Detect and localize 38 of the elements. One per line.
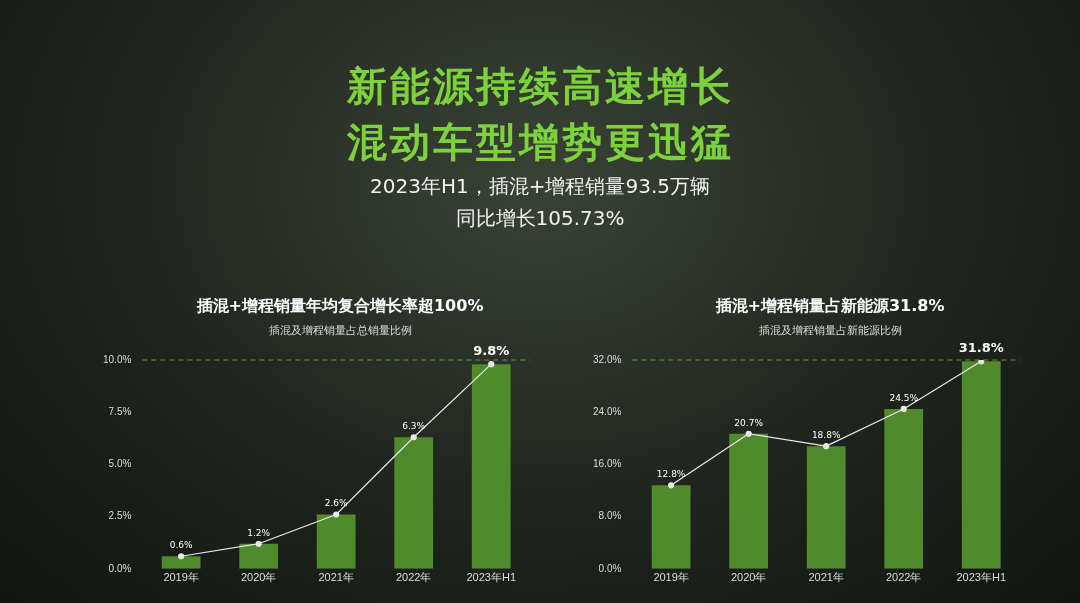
data-label: 2.6% bbox=[324, 498, 349, 509]
x-tick-label: 2021年 bbox=[808, 571, 844, 584]
y-tick-label: 0.0% bbox=[108, 562, 132, 574]
x-tick-label: 2023年H1 bbox=[466, 571, 517, 584]
data-label: 20.7% bbox=[734, 417, 764, 428]
x-tick-label: 2019年 bbox=[653, 571, 689, 584]
y-tick-label: 24.0% bbox=[593, 405, 622, 417]
x-tick-label: 2020年 bbox=[730, 571, 767, 584]
data-label: 31.8% bbox=[958, 340, 1004, 356]
x-tick-label: 2022年 bbox=[395, 571, 432, 584]
text: 同比增长105.73% bbox=[454, 205, 626, 232]
text: 新能源持续高速增长 bbox=[345, 62, 735, 111]
x-tick-label: 2023年H1 bbox=[956, 571, 1007, 584]
data-label: 18.8% bbox=[811, 429, 841, 440]
y-tick-label: 0.0% bbox=[598, 562, 622, 574]
chart-title: 插混+增程销量占新能源31.8% bbox=[714, 296, 946, 317]
y-tick-label: 7.5% bbox=[108, 405, 132, 417]
y-tick-label: 16.0% bbox=[593, 458, 622, 470]
y-tick-label: 10.0% bbox=[103, 353, 132, 365]
text: 混动车型增势更迅猛 bbox=[345, 118, 735, 167]
data-label: 24.5% bbox=[889, 392, 919, 403]
data-label: 6.3% bbox=[402, 421, 426, 432]
x-tick-label: 2022年 bbox=[885, 571, 922, 584]
x-tick-label: 2020年 bbox=[240, 571, 277, 584]
text: 2023年H1，插混+增程销量93.5万辆 bbox=[369, 173, 711, 200]
x-tick-label: 2019年 bbox=[163, 571, 199, 584]
data-label: 12.8% bbox=[656, 469, 686, 480]
chart-title: 插混+增程销量年均复合增长率超100% bbox=[195, 296, 485, 317]
chart-subtitle: 插混及增程销量占新能源比例 bbox=[757, 323, 903, 338]
chart-subtitle: 插混及增程销量占总销量比例 bbox=[267, 323, 413, 338]
data-label: 1.2% bbox=[247, 527, 271, 538]
y-tick-label: 5.0% bbox=[108, 458, 132, 470]
x-tick-label: 2021年 bbox=[318, 571, 354, 584]
y-tick-label: 2.5% bbox=[108, 510, 132, 522]
data-label: 0.6% bbox=[169, 540, 193, 551]
data-label: 9.8% bbox=[473, 343, 510, 359]
y-tick-label: 8.0% bbox=[598, 510, 622, 522]
y-tick-label: 32.0% bbox=[593, 353, 622, 365]
